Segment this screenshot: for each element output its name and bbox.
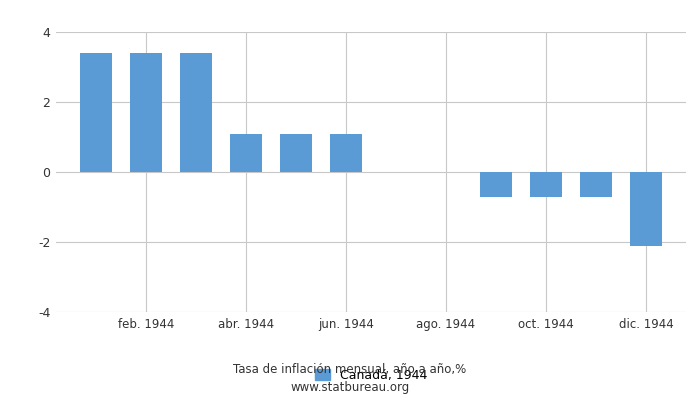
Bar xyxy=(330,134,363,172)
Legend: Canadá, 1944: Canadá, 1944 xyxy=(315,369,427,382)
Bar xyxy=(480,172,512,196)
Bar xyxy=(80,53,112,172)
Text: www.statbureau.org: www.statbureau.org xyxy=(290,382,410,394)
Bar xyxy=(180,53,212,172)
Bar xyxy=(530,172,562,196)
Bar xyxy=(230,134,262,172)
Bar xyxy=(280,134,312,172)
Text: Tasa de inflación mensual, año a año,%: Tasa de inflación mensual, año a año,% xyxy=(233,364,467,376)
Bar xyxy=(130,53,162,172)
Bar xyxy=(580,172,612,196)
Bar xyxy=(630,172,662,246)
